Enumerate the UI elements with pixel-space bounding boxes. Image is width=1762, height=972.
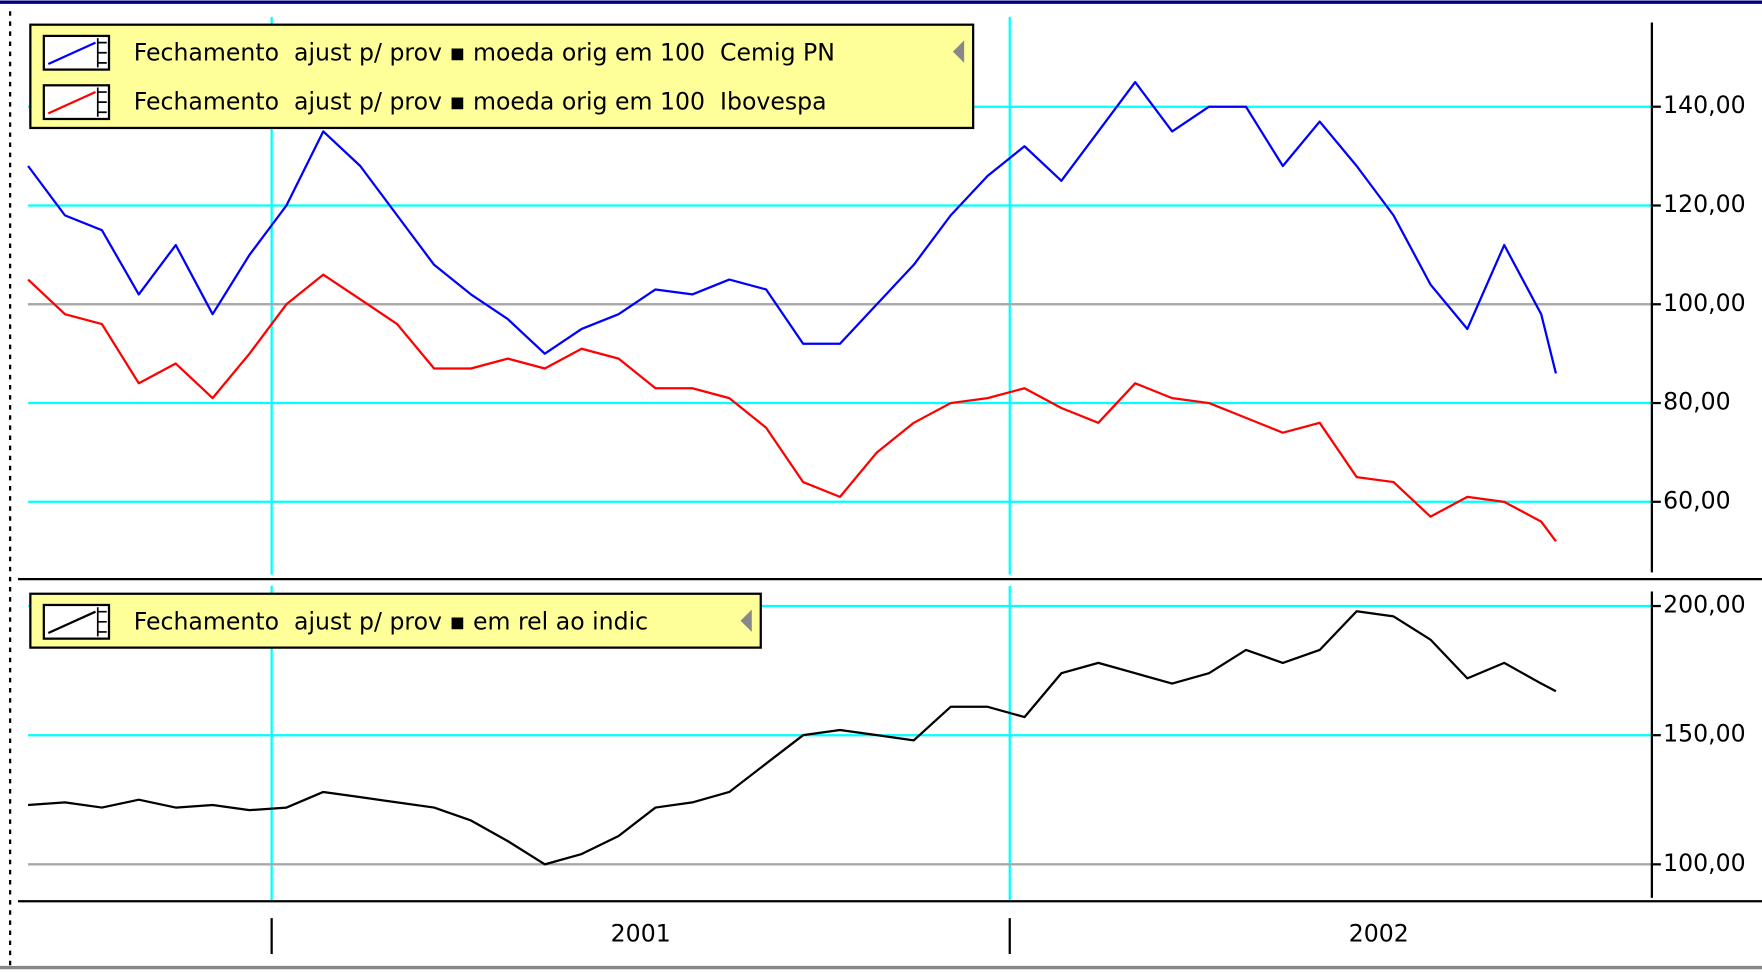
- legend-icon-line: [47, 91, 96, 115]
- legend-icon-ticks: [96, 87, 107, 117]
- y-tick-label: 100,00: [1663, 849, 1746, 877]
- series-line: [27, 273, 1557, 543]
- legend-collapse-arrow: [952, 40, 965, 63]
- legend: Fechamento ajust p/ prov ▪ em rel ao ind…: [29, 592, 762, 649]
- legend-collapse-arrow: [740, 609, 752, 632]
- y-tick-label: 120,00: [1663, 190, 1746, 218]
- y-tick-label: 150,00: [1663, 720, 1746, 748]
- y-tick-label: 100,00: [1663, 289, 1746, 317]
- x-tick-label: 2002: [1349, 919, 1409, 947]
- legend-label: Fechamento ajust p/ prov ▪ em rel ao ind…: [134, 607, 648, 635]
- y-tick-label: 60,00: [1663, 486, 1731, 514]
- legend-box: [29, 23, 975, 130]
- legend-label: Fechamento ajust p/ prov ▪ moeda orig em…: [134, 88, 827, 116]
- legend-box: [29, 592, 762, 649]
- legend-label: Fechamento ajust p/ prov ▪ moeda orig em…: [134, 38, 835, 66]
- y-tick-label: 80,00: [1663, 388, 1731, 416]
- legend-icon-ticks: [96, 607, 107, 637]
- legend-icon-line: [47, 41, 96, 65]
- y-tick-label: 200,00: [1663, 591, 1746, 619]
- series-line: [27, 80, 1557, 374]
- x-tick-label: 2001: [611, 919, 671, 947]
- y-tick-label: 140,00: [1663, 91, 1746, 119]
- legend-icon-ticks: [96, 38, 107, 68]
- legend: Fechamento ajust p/ prov ▪ moeda orig em…: [29, 23, 975, 130]
- series-line: [28, 610, 1557, 866]
- legend-icon-line: [47, 610, 96, 635]
